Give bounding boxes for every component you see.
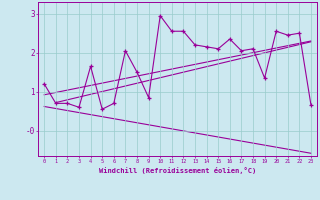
X-axis label: Windchill (Refroidissement éolien,°C): Windchill (Refroidissement éolien,°C) bbox=[99, 167, 256, 174]
